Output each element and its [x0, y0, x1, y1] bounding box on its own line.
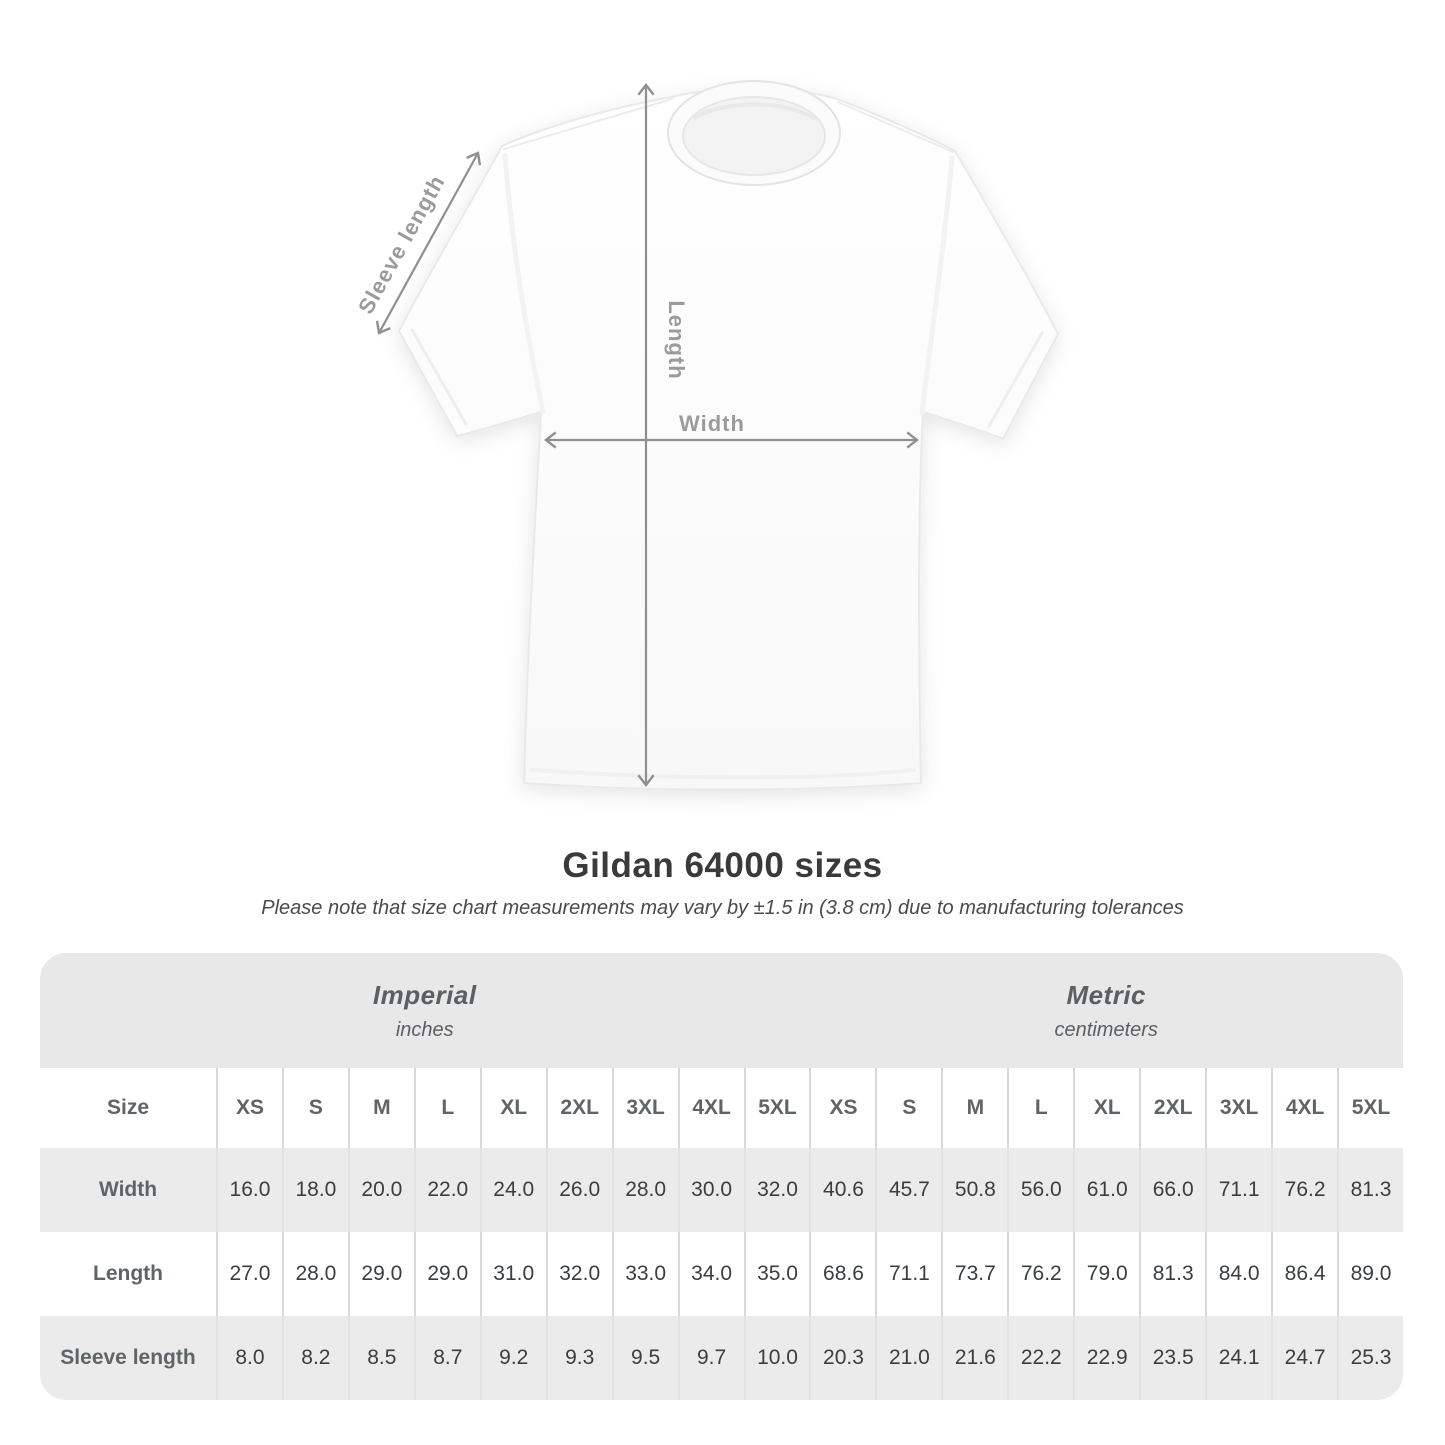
- metric-label: Metric: [1066, 979, 1147, 1010]
- measurement-cell: 81.3: [1139, 1232, 1206, 1316]
- measurement-cell: 8.2: [281, 1316, 348, 1400]
- measurement-cell: 9.2: [479, 1316, 546, 1400]
- tshirt-measurement-diagram: Sleeve length Length Width: [353, 80, 1060, 791]
- measurement-cell: 68.6: [809, 1232, 876, 1316]
- measurement-cell: 40.6: [809, 1148, 876, 1232]
- measurement-cell: 16.0: [216, 1148, 282, 1232]
- size-header-cell: L: [413, 1068, 480, 1148]
- size-column-header: Size: [40, 1068, 216, 1148]
- measurement-cell: 28.0: [611, 1148, 678, 1232]
- measurement-cell: 61.0: [1073, 1148, 1140, 1232]
- page-title: Gildan 64000 sizes: [562, 846, 883, 885]
- measurement-cell: 71.1: [875, 1232, 942, 1316]
- measurement-cell: 35.0: [743, 1232, 810, 1316]
- imperial-label: Imperial: [372, 979, 477, 1010]
- measurement-cell: 22.2: [1007, 1316, 1074, 1400]
- size-header-cell: 2XL: [1139, 1068, 1206, 1148]
- measurement-cell: 25.3: [1337, 1316, 1403, 1400]
- measurement-cell: 8.0: [216, 1316, 282, 1400]
- measurement-cell: 24.0: [479, 1148, 546, 1232]
- unit-header-metric: Metric centimeters: [809, 953, 1403, 1068]
- measurement-cell: 26.0: [545, 1148, 612, 1232]
- measurement-cell: 20.0: [347, 1148, 414, 1232]
- sleeve-length-arrow: [375, 151, 482, 335]
- metric-unit: centimeters: [1054, 1018, 1158, 1041]
- tolerance-note: Please note that size chart measurements…: [261, 897, 1184, 919]
- measurement-cell: 29.0: [413, 1232, 480, 1316]
- measurement-cell: 84.0: [1205, 1232, 1272, 1316]
- measurement-cell: 8.5: [347, 1316, 414, 1400]
- unit-header-imperial: Imperial inches: [40, 953, 810, 1068]
- size-header-cell: S: [281, 1068, 348, 1148]
- size-header-cell: 5XL: [1337, 1068, 1403, 1148]
- measurement-cell: 79.0: [1073, 1232, 1140, 1316]
- size-header-cell: 5XL: [743, 1068, 810, 1148]
- measurement-cell: 31.0: [479, 1232, 546, 1316]
- measurement-cell: 50.8: [941, 1148, 1008, 1232]
- measurement-cell: 29.0: [347, 1232, 414, 1316]
- measurement-cell: 21.6: [941, 1316, 1008, 1400]
- measurement-cell: 10.0: [743, 1316, 810, 1400]
- measurement-cell: 28.0: [281, 1232, 348, 1316]
- measurement-cell: 23.5: [1139, 1316, 1206, 1400]
- width-label: Width: [679, 411, 745, 436]
- measurement-cell: 32.0: [545, 1232, 612, 1316]
- measurement-cell: 24.7: [1271, 1316, 1338, 1400]
- tshirt-seams: [410, 98, 1044, 780]
- measurement-cell: 33.0: [611, 1232, 678, 1316]
- measurement-cell: 30.0: [677, 1148, 744, 1232]
- measurement-cell: 86.4: [1271, 1232, 1338, 1316]
- measurement-cell: 9.3: [545, 1316, 612, 1400]
- measurement-cell: 21.0: [875, 1316, 942, 1400]
- measurement-cell: 22.9: [1073, 1316, 1140, 1400]
- size-header-cell: 4XL: [1271, 1068, 1338, 1148]
- measurement-cell: 76.2: [1007, 1232, 1074, 1316]
- measurement-cell: 9.7: [677, 1316, 744, 1400]
- size-header-cell: 2XL: [545, 1068, 612, 1148]
- row-label-length: Length: [40, 1232, 216, 1316]
- measurement-cell: 22.0: [413, 1148, 480, 1232]
- measurement-cell: 34.0: [677, 1232, 744, 1316]
- measurement-cell: 76.2: [1271, 1148, 1338, 1232]
- size-header-cell: 3XL: [611, 1068, 678, 1148]
- measurement-cell: 8.7: [413, 1316, 480, 1400]
- size-header-cell: 4XL: [677, 1068, 744, 1148]
- size-table: Imperial inches Metric centimeters Size …: [40, 953, 1403, 1400]
- measurement-cell: 27.0: [216, 1232, 282, 1316]
- measurement-cell: 32.0: [743, 1148, 810, 1232]
- row-label-width: Width: [40, 1148, 216, 1232]
- measurement-cell: 89.0: [1337, 1232, 1403, 1316]
- imperial-unit: inches: [395, 1018, 454, 1041]
- measurement-cell: 18.0: [281, 1148, 348, 1232]
- measurement-cell: 9.5: [611, 1316, 678, 1400]
- measurement-cell: 20.3: [809, 1316, 876, 1400]
- size-header-cell: XS: [216, 1068, 282, 1148]
- size-header-cell: M: [941, 1068, 1008, 1148]
- measurement-cell: 24.1: [1205, 1316, 1272, 1400]
- measurement-cell: 66.0: [1139, 1148, 1206, 1232]
- size-header-cell: XL: [1073, 1068, 1140, 1148]
- size-header-cell: S: [875, 1068, 942, 1148]
- measurement-cell: 45.7: [875, 1148, 942, 1232]
- size-header-cell: 3XL: [1205, 1068, 1272, 1148]
- size-header-cell: XL: [479, 1068, 546, 1148]
- size-header-cell: XS: [809, 1068, 876, 1148]
- measurement-cell: 56.0: [1007, 1148, 1074, 1232]
- length-label: Length: [664, 300, 689, 379]
- row-label-sleeve-length: Sleeve length: [40, 1316, 216, 1400]
- measurement-cell: 71.1: [1205, 1148, 1272, 1232]
- size-header-cell: M: [347, 1068, 414, 1148]
- size-header-cell: L: [1007, 1068, 1074, 1148]
- tshirt-collar: [667, 80, 841, 186]
- measurement-cell: 81.3: [1337, 1148, 1403, 1232]
- measurement-cell: 73.7: [941, 1232, 1008, 1316]
